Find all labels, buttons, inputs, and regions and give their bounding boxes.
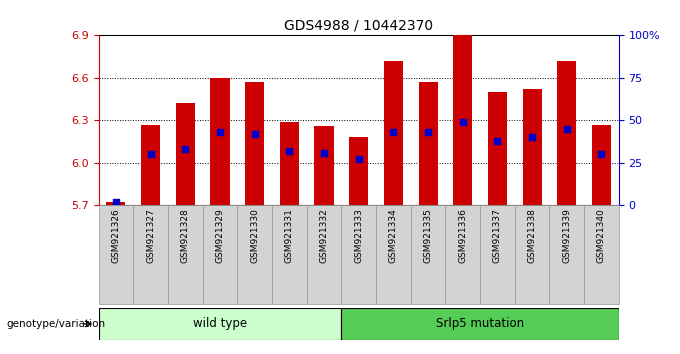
Text: GSM921330: GSM921330 bbox=[250, 208, 259, 263]
Bar bbox=[557, 61, 577, 205]
FancyBboxPatch shape bbox=[237, 205, 272, 304]
FancyBboxPatch shape bbox=[307, 205, 341, 304]
Bar bbox=[453, 35, 473, 205]
Text: GSM921333: GSM921333 bbox=[354, 208, 363, 263]
Bar bbox=[488, 92, 507, 205]
Text: GSM921327: GSM921327 bbox=[146, 208, 155, 263]
Text: Srlp5 mutation: Srlp5 mutation bbox=[436, 318, 524, 330]
FancyBboxPatch shape bbox=[480, 205, 515, 304]
FancyBboxPatch shape bbox=[515, 205, 549, 304]
Bar bbox=[106, 202, 126, 205]
FancyBboxPatch shape bbox=[168, 205, 203, 304]
Text: GSM921336: GSM921336 bbox=[458, 208, 467, 263]
Point bbox=[284, 148, 295, 154]
Text: GSM921340: GSM921340 bbox=[597, 208, 606, 263]
Point bbox=[318, 150, 329, 155]
Text: GSM921339: GSM921339 bbox=[562, 208, 571, 263]
Point bbox=[110, 199, 121, 205]
Point bbox=[561, 126, 572, 132]
Point bbox=[388, 130, 398, 135]
Point bbox=[214, 130, 225, 135]
FancyBboxPatch shape bbox=[272, 205, 307, 304]
Text: wild type: wild type bbox=[193, 318, 247, 330]
Text: GSM921326: GSM921326 bbox=[112, 208, 120, 263]
Bar bbox=[592, 125, 611, 205]
Text: GSM921332: GSM921332 bbox=[320, 208, 328, 263]
Bar bbox=[384, 61, 403, 205]
FancyBboxPatch shape bbox=[376, 205, 411, 304]
FancyBboxPatch shape bbox=[445, 205, 480, 304]
FancyBboxPatch shape bbox=[411, 205, 445, 304]
Title: GDS4988 / 10442370: GDS4988 / 10442370 bbox=[284, 19, 433, 33]
Bar bbox=[210, 78, 230, 205]
Point bbox=[249, 131, 260, 137]
Text: GSM921329: GSM921329 bbox=[216, 208, 224, 263]
Point bbox=[422, 130, 434, 135]
Text: GSM921334: GSM921334 bbox=[389, 208, 398, 263]
Point bbox=[180, 147, 190, 152]
FancyBboxPatch shape bbox=[341, 205, 376, 304]
Text: GSM921331: GSM921331 bbox=[285, 208, 294, 263]
Text: GSM921337: GSM921337 bbox=[493, 208, 502, 263]
FancyBboxPatch shape bbox=[341, 308, 619, 340]
FancyBboxPatch shape bbox=[99, 308, 341, 340]
Point bbox=[526, 135, 537, 140]
Bar bbox=[314, 126, 334, 205]
FancyBboxPatch shape bbox=[99, 205, 133, 304]
Point bbox=[146, 152, 156, 157]
Point bbox=[354, 156, 364, 162]
Bar bbox=[349, 137, 369, 205]
FancyBboxPatch shape bbox=[549, 205, 584, 304]
Bar bbox=[279, 122, 299, 205]
Point bbox=[457, 119, 468, 125]
Bar bbox=[245, 82, 265, 205]
FancyBboxPatch shape bbox=[584, 205, 619, 304]
Text: genotype/variation: genotype/variation bbox=[7, 319, 106, 329]
Point bbox=[492, 138, 503, 144]
Bar bbox=[522, 89, 542, 205]
FancyBboxPatch shape bbox=[203, 205, 237, 304]
FancyBboxPatch shape bbox=[133, 205, 168, 304]
Text: GSM921338: GSM921338 bbox=[528, 208, 537, 263]
Bar bbox=[418, 82, 438, 205]
Text: GSM921328: GSM921328 bbox=[181, 208, 190, 263]
Bar bbox=[175, 103, 195, 205]
Text: GSM921335: GSM921335 bbox=[424, 208, 432, 263]
Point bbox=[596, 152, 607, 157]
Bar bbox=[141, 125, 160, 205]
